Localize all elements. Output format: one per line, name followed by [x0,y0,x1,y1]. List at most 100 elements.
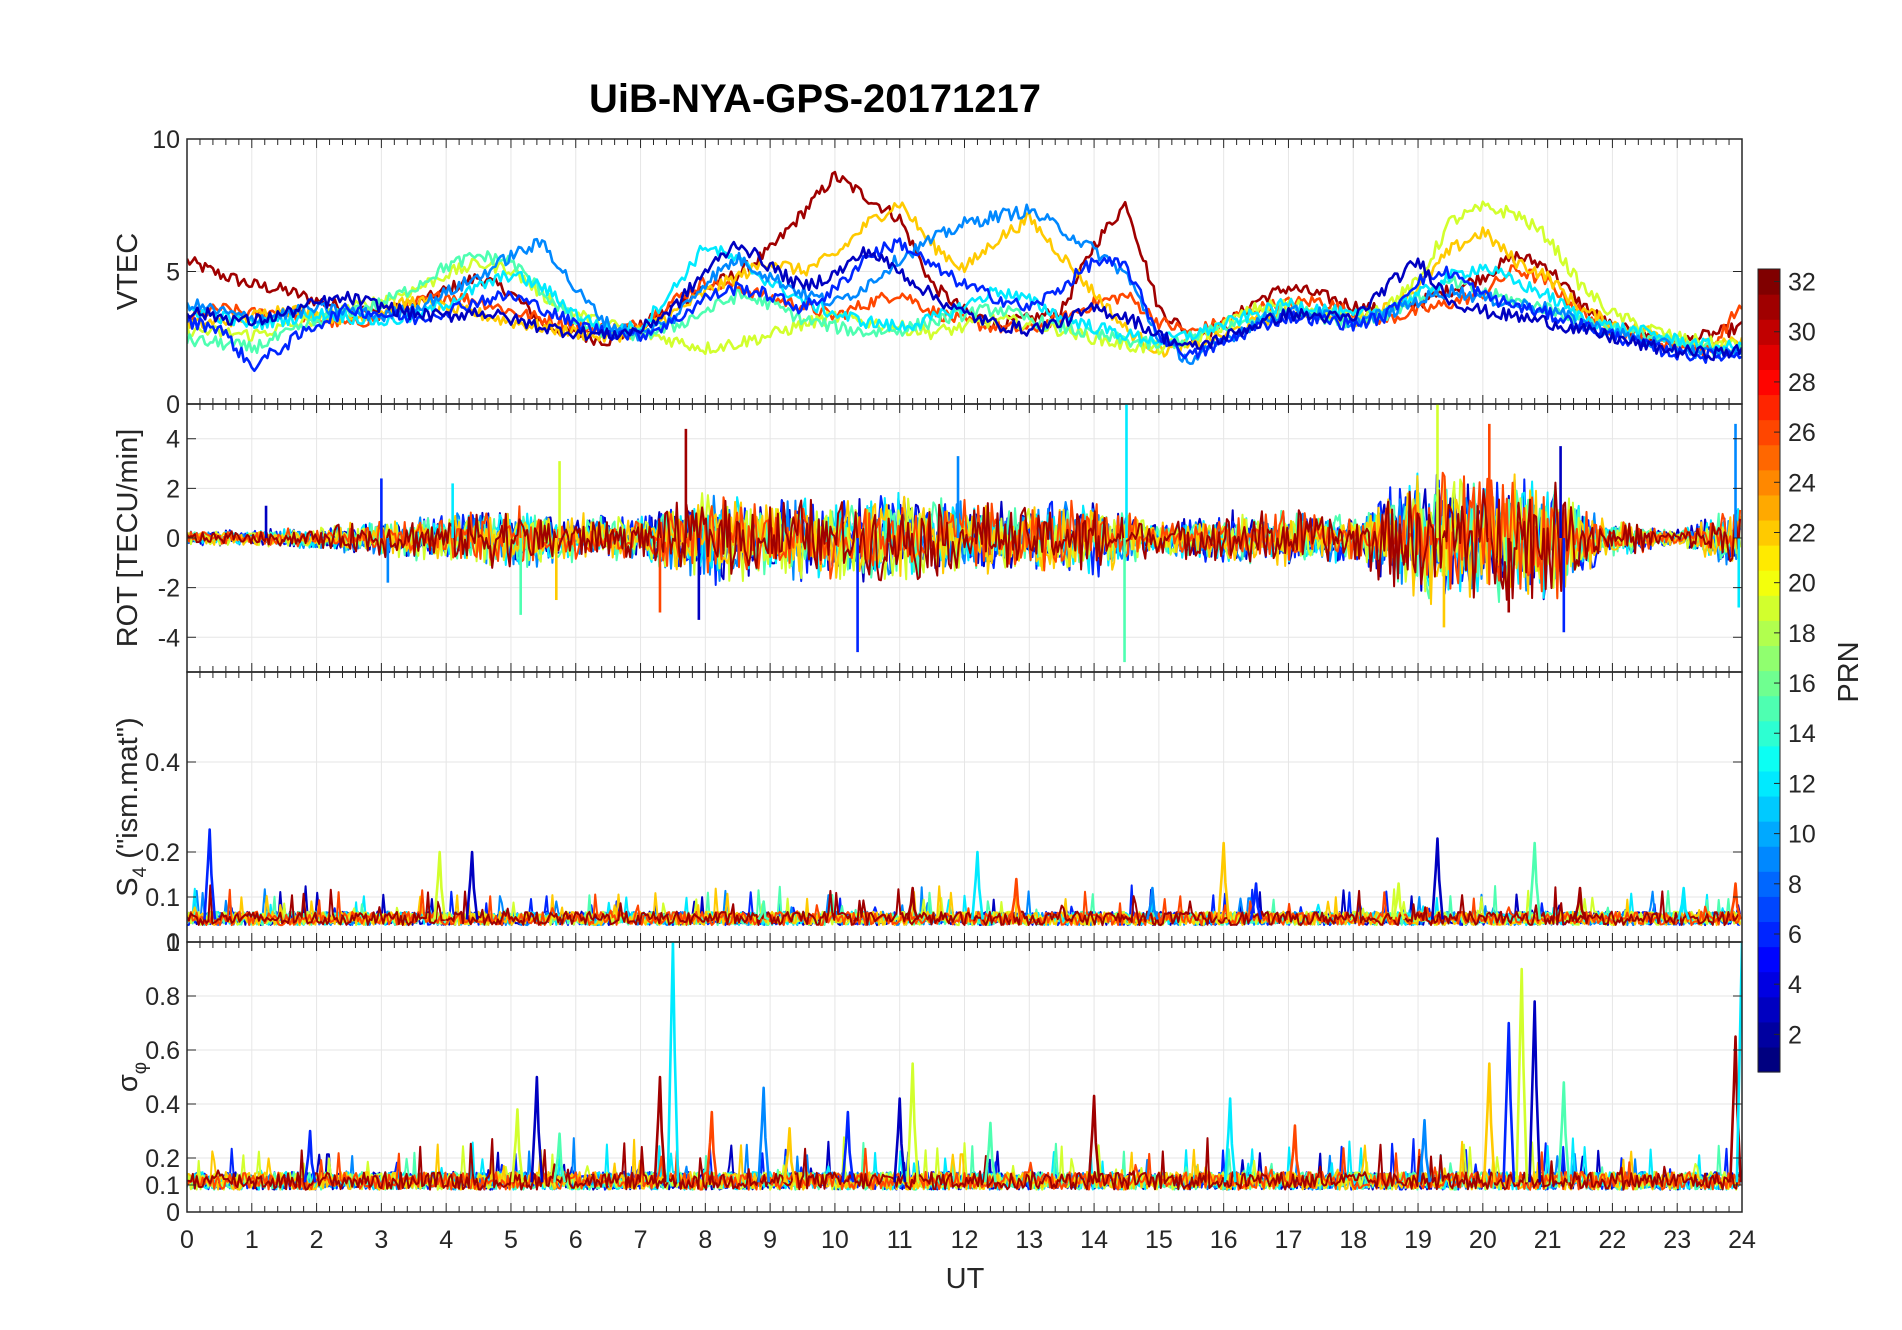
rot-line-prn-31 [187,481,1742,601]
s4-peak [970,850,984,920]
x-tick-label: 1 [245,1226,259,1254]
colorbar-segment [1758,369,1780,396]
colorbar-segment [1758,519,1780,546]
colorbar-tick-label: 6 [1788,921,1802,949]
series-s4 [187,828,1742,927]
y-tick-label: 0.2 [145,1145,180,1173]
y-tick-label: 0 [166,525,180,553]
colorbar-segment [1758,695,1780,722]
colorbar-segment [1758,444,1780,471]
sigma-peak [906,1062,920,1183]
colorbar-label: PRN [1833,641,1865,702]
sigma-peak [1288,1124,1302,1183]
x-tick-label: 23 [1663,1226,1691,1254]
sigma-line-prn-31 [187,1137,1741,1191]
x-tick-label: 22 [1599,1226,1627,1254]
series-rot [187,404,1742,663]
vtec-line-prn-31 [187,170,1742,349]
colorbar-tick-label: 22 [1788,519,1816,547]
y-tick-label: 2 [166,475,180,503]
sigma-peak [705,1110,719,1183]
panel-rot: -4 -2 0 2 4 ROT [TECU/min] [112,403,1743,673]
colorbar-segment [1758,319,1780,345]
sigma-peak [1482,1062,1496,1183]
sigma-peak [841,1110,855,1183]
colorbar-tick-label: 18 [1788,620,1816,648]
colorbar-tick-label: 14 [1788,720,1816,748]
ticks-sigma [186,942,1743,1212]
y-axis-label-vtec: VTEC [112,233,144,310]
sigma-peak [1418,1118,1431,1183]
x-axis: 0 1 2 3 4 5 6 7 8 9 10 11 12 13 14 15 16 17 18 19 20 21 22 23 24 [180,1226,1756,1254]
x-tick-label: 21 [1534,1226,1562,1254]
x-tick-label: 19 [1404,1226,1432,1254]
x-tick-label: 24 [1728,1226,1756,1254]
colorbar-segment [1758,670,1780,697]
colorbar-tick-label: 12 [1788,770,1816,798]
colorbar-segment [1758,419,1780,446]
colorbar-tick-label: 24 [1788,469,1816,497]
y-axis-label-rot: ROT [TECU/min] [112,429,144,648]
colorbar-tick-label: 8 [1788,871,1802,899]
s4-peak [465,850,479,920]
colorbar-tick-label: 26 [1788,419,1816,447]
x-tick-label: 11 [887,1226,913,1254]
s4-peak [1677,886,1691,920]
sigma-peak [1557,1081,1571,1183]
colorbar-tick-label: 30 [1788,319,1816,347]
y-tick-label: 0.6 [145,1037,180,1065]
y-tick-label: 0 [166,1199,180,1227]
colorbar-segment [1758,494,1780,521]
x-axis-label: UT [946,1263,985,1295]
colorbar-segment [1758,570,1780,596]
colorbar-segment [1758,846,1780,872]
x-tick-label: 14 [1080,1226,1108,1254]
sigma-peak [983,1121,997,1183]
colorbar-segment [1758,545,1780,571]
vtec-line-prn-3 [187,240,1742,362]
colorbar-segment [1758,469,1780,496]
s4-line-prn-31 [187,884,1741,927]
chart-title: UiB-NYA-GPS-20171217 [589,77,1041,121]
sigma-peak [783,1127,797,1183]
x-tick-label: 12 [951,1226,979,1254]
y-tick-label: 0.8 [145,983,180,1011]
colorbar-segment [1758,821,1780,847]
y-axis-label-s4: S4 ("ism.mat") [112,717,151,896]
y-tick-label: 0 [166,929,180,957]
colorbar-segment [1758,269,1780,295]
colorbar-tick-label: 2 [1788,1021,1802,1049]
s4-peak [1528,841,1542,920]
sigma-peak [510,1108,524,1183]
ticks-s4 [186,672,1743,942]
y-tick-label: 0.1 [145,1172,180,1200]
colorbar-segment [1758,344,1780,370]
panel-vtec: 0 5 10 VTEC [112,126,1743,419]
colorbar-segment [1758,1046,1780,1073]
colorbar-segment [1758,996,1780,1023]
x-tick-label: 6 [569,1226,583,1254]
x-tick-label: 3 [374,1226,388,1254]
x-tick-label: 8 [698,1226,712,1254]
sigma-line-prn-26 [187,1147,1742,1191]
colorbar-tick-label: 32 [1788,269,1816,297]
y-tick-label: 5 [166,259,180,287]
s4-peak [433,850,447,920]
colorbar-segment [1758,871,1780,897]
s4-peak [1573,886,1587,920]
x-tick-label: 18 [1339,1226,1367,1254]
x-tick-label: 13 [1015,1226,1043,1254]
sigma-peak [1515,967,1529,1183]
sigma-peak [893,1097,907,1183]
series-sigma [187,942,1742,1191]
colorbar-segment [1758,971,1780,998]
y-tick-label: 0.4 [145,1091,180,1119]
colorbar-segment [1758,896,1780,923]
colorbar-segment [1758,620,1780,647]
s4-peak [1431,837,1444,920]
colorbar-segment [1758,645,1780,672]
s4-peak [906,886,920,920]
x-tick-label: 15 [1145,1226,1173,1254]
